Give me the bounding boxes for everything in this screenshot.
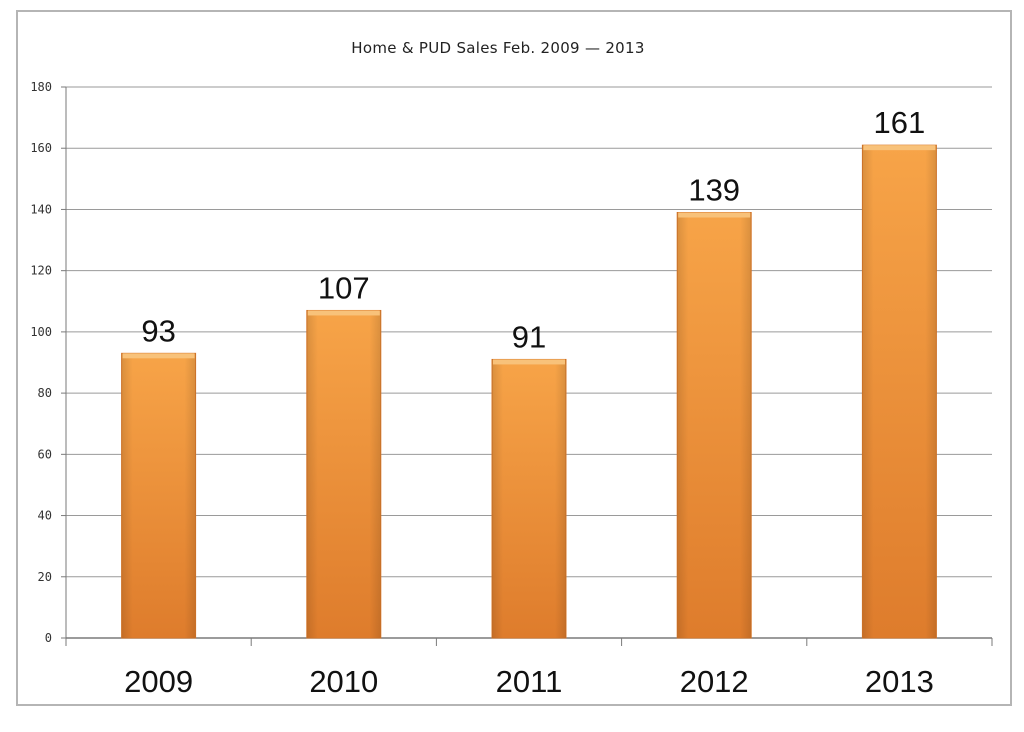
data-label: 91 [512, 319, 546, 354]
bar-top-highlight [122, 353, 195, 359]
y-tick-label: 140 [30, 202, 52, 216]
bar-shade [306, 310, 381, 638]
bar-top-highlight [307, 310, 380, 316]
bar-shade [677, 212, 752, 638]
bar-shade [862, 145, 937, 638]
y-tick-label: 180 [30, 80, 52, 94]
y-tick-label: 40 [38, 509, 52, 523]
y-tick-label: 100 [30, 325, 52, 339]
y-tick-label: 80 [38, 386, 52, 400]
data-labels: 2009 93 2010 107 2011 91 2012 139 2013 161 [124, 105, 934, 699]
bar [306, 309, 382, 639]
x-tick-label: 2013 [865, 664, 934, 699]
bar-top-highlight [863, 145, 936, 151]
gridlines [66, 86, 992, 578]
x-tick-label: 2009 [124, 664, 193, 699]
data-label: 139 [688, 173, 740, 208]
bar-top-highlight [678, 212, 751, 218]
x-tick-label: 2012 [680, 664, 749, 699]
bar-shade [121, 353, 196, 638]
bar [861, 144, 937, 639]
y-tick-label: 20 [38, 570, 52, 584]
y-tick-label: 0 [45, 631, 52, 645]
bars [121, 144, 937, 639]
bar [676, 212, 752, 639]
bar-shade [492, 359, 566, 638]
y-tick-label: 120 [30, 264, 52, 278]
data-label: 161 [874, 105, 926, 140]
chart-title: Home & PUD Sales Feb. 2009 — 2013 [351, 39, 644, 57]
x-tick-label: 2010 [309, 664, 378, 699]
y-tick-label: 60 [38, 447, 52, 461]
data-label: 93 [141, 313, 175, 348]
bar [491, 358, 567, 639]
data-label: 107 [318, 270, 370, 305]
bar [121, 352, 197, 639]
bar-top-highlight [493, 359, 565, 365]
y-tick-label: 160 [30, 141, 52, 155]
x-tick-label: 2011 [496, 664, 563, 699]
